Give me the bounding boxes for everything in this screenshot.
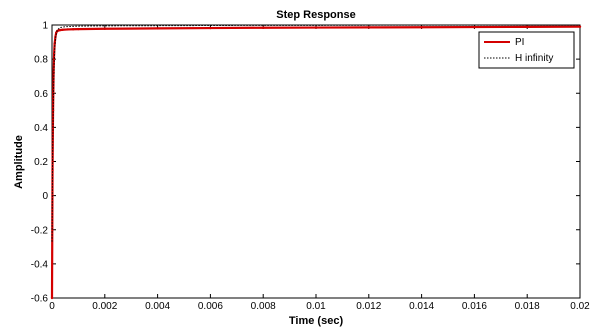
series-point-pi bbox=[58, 28, 62, 32]
series-point-pi bbox=[314, 26, 318, 29]
y-tick-label: -0.6 bbox=[31, 294, 49, 305]
series-point-pi bbox=[51, 109, 55, 112]
y-tick-label: 0.2 bbox=[34, 157, 48, 168]
series-point-pi bbox=[71, 28, 75, 31]
x-tick-label: 0.004 bbox=[145, 301, 170, 312]
y-tick-label: 0.8 bbox=[34, 55, 48, 66]
series-point-pi bbox=[103, 27, 107, 30]
series-point-pi bbox=[209, 26, 212, 30]
series-point-pi bbox=[51, 168, 54, 172]
legend-label-pi: PI bbox=[515, 37, 524, 48]
y-tick-label: -0.4 bbox=[31, 259, 49, 270]
series-point-pi bbox=[66, 28, 70, 31]
series-point-pi bbox=[578, 25, 582, 28]
y-tick-label: 1 bbox=[42, 21, 48, 32]
x-tick-label: 0.016 bbox=[462, 301, 487, 312]
series-point-pi bbox=[262, 26, 265, 29]
y-tick-label: 0.6 bbox=[34, 89, 48, 100]
series-point-pi bbox=[526, 25, 529, 29]
x-tick-label: 0 bbox=[49, 301, 55, 312]
legend-label-h-infinity: H infinity bbox=[515, 53, 553, 64]
x-tick-label: 0.006 bbox=[198, 301, 223, 312]
x-tick-label: 0.018 bbox=[515, 301, 540, 312]
plot-area bbox=[51, 24, 581, 299]
x-tick-label: 0.008 bbox=[251, 301, 276, 312]
series-layer bbox=[50, 24, 582, 300]
series-point-pi bbox=[61, 28, 64, 31]
y-tick-label: 0 bbox=[42, 191, 48, 202]
series-point-pi bbox=[50, 296, 54, 300]
y-tick-label: 0.4 bbox=[34, 123, 48, 134]
y-axis-label: Amplitude bbox=[13, 135, 25, 189]
series-point-pi bbox=[367, 26, 370, 29]
series-point-pi bbox=[156, 27, 159, 30]
x-tick-label: 0.012 bbox=[356, 301, 381, 312]
x-tick-label: 0.01 bbox=[306, 301, 326, 312]
x-axis-label: Time (sec) bbox=[289, 315, 344, 327]
series-point-pi bbox=[77, 27, 80, 31]
chart-title: Step Response bbox=[276, 9, 355, 21]
series-point-pi bbox=[473, 25, 476, 29]
y-tick-label: -0.2 bbox=[31, 225, 49, 236]
x-tick-label: 0.02 bbox=[570, 301, 590, 312]
legend: PI H infinity bbox=[478, 31, 575, 69]
legend-box bbox=[478, 31, 575, 69]
x-tick-label: 0.014 bbox=[409, 301, 434, 312]
series-point-pi bbox=[420, 26, 423, 29]
series-line-h-infinity bbox=[51, 24, 580, 242]
x-tick-label: 0.002 bbox=[92, 301, 117, 312]
